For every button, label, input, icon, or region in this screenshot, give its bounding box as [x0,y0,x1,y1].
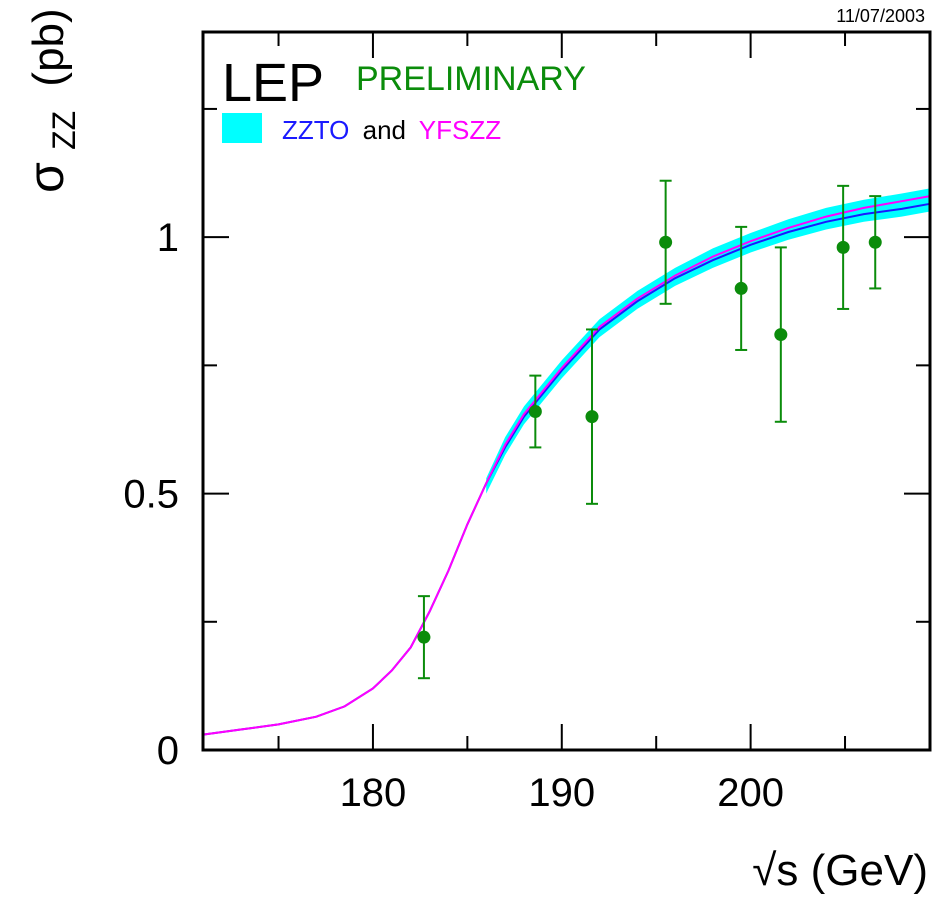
date-label: 11/07/2003 [836,6,925,26]
preliminary-label: PRELIMINARY [356,60,586,98]
y-axis-subscript: ZZ [46,111,82,150]
x-axis-title: √s (GeV) [752,846,928,895]
x-tick-label: 190 [528,771,595,815]
data-point [734,281,748,295]
data-point [774,328,788,342]
tick-labels: 180 190 200 0 0.5 1 [123,216,784,815]
legend-band-swatch [222,113,262,143]
theory-line-yfszz [202,195,931,736]
data-point [417,630,431,644]
data-point [836,240,850,254]
data-point [868,235,882,249]
experiment-label: LEP [222,53,324,113]
legend-and: and [363,115,406,145]
y-tick-label: 0.5 [123,473,179,517]
y-axis-title: σ ZZ (pb) [18,8,85,193]
y-tick-label: 0 [157,729,179,773]
x-tick-label: 180 [340,771,407,815]
theory-line-zzto [202,202,931,736]
legend-zzto: ZZTO [282,115,349,145]
legend-yfszz: YFSZZ [419,115,501,145]
plot-frame [201,30,932,752]
legend-entry: ZZTO and YFSZZ [282,115,501,145]
y-tick-label: 1 [157,216,179,260]
data-point [659,235,673,249]
x-tick-label: 200 [717,771,784,815]
axis-frame [201,30,932,752]
y-axis-symbol: σ [18,162,74,193]
y-axis-unit: (pb) [24,8,73,86]
data-point [585,410,599,424]
theory-band [486,188,930,494]
plot-content [202,179,931,736]
data-point [528,405,542,419]
